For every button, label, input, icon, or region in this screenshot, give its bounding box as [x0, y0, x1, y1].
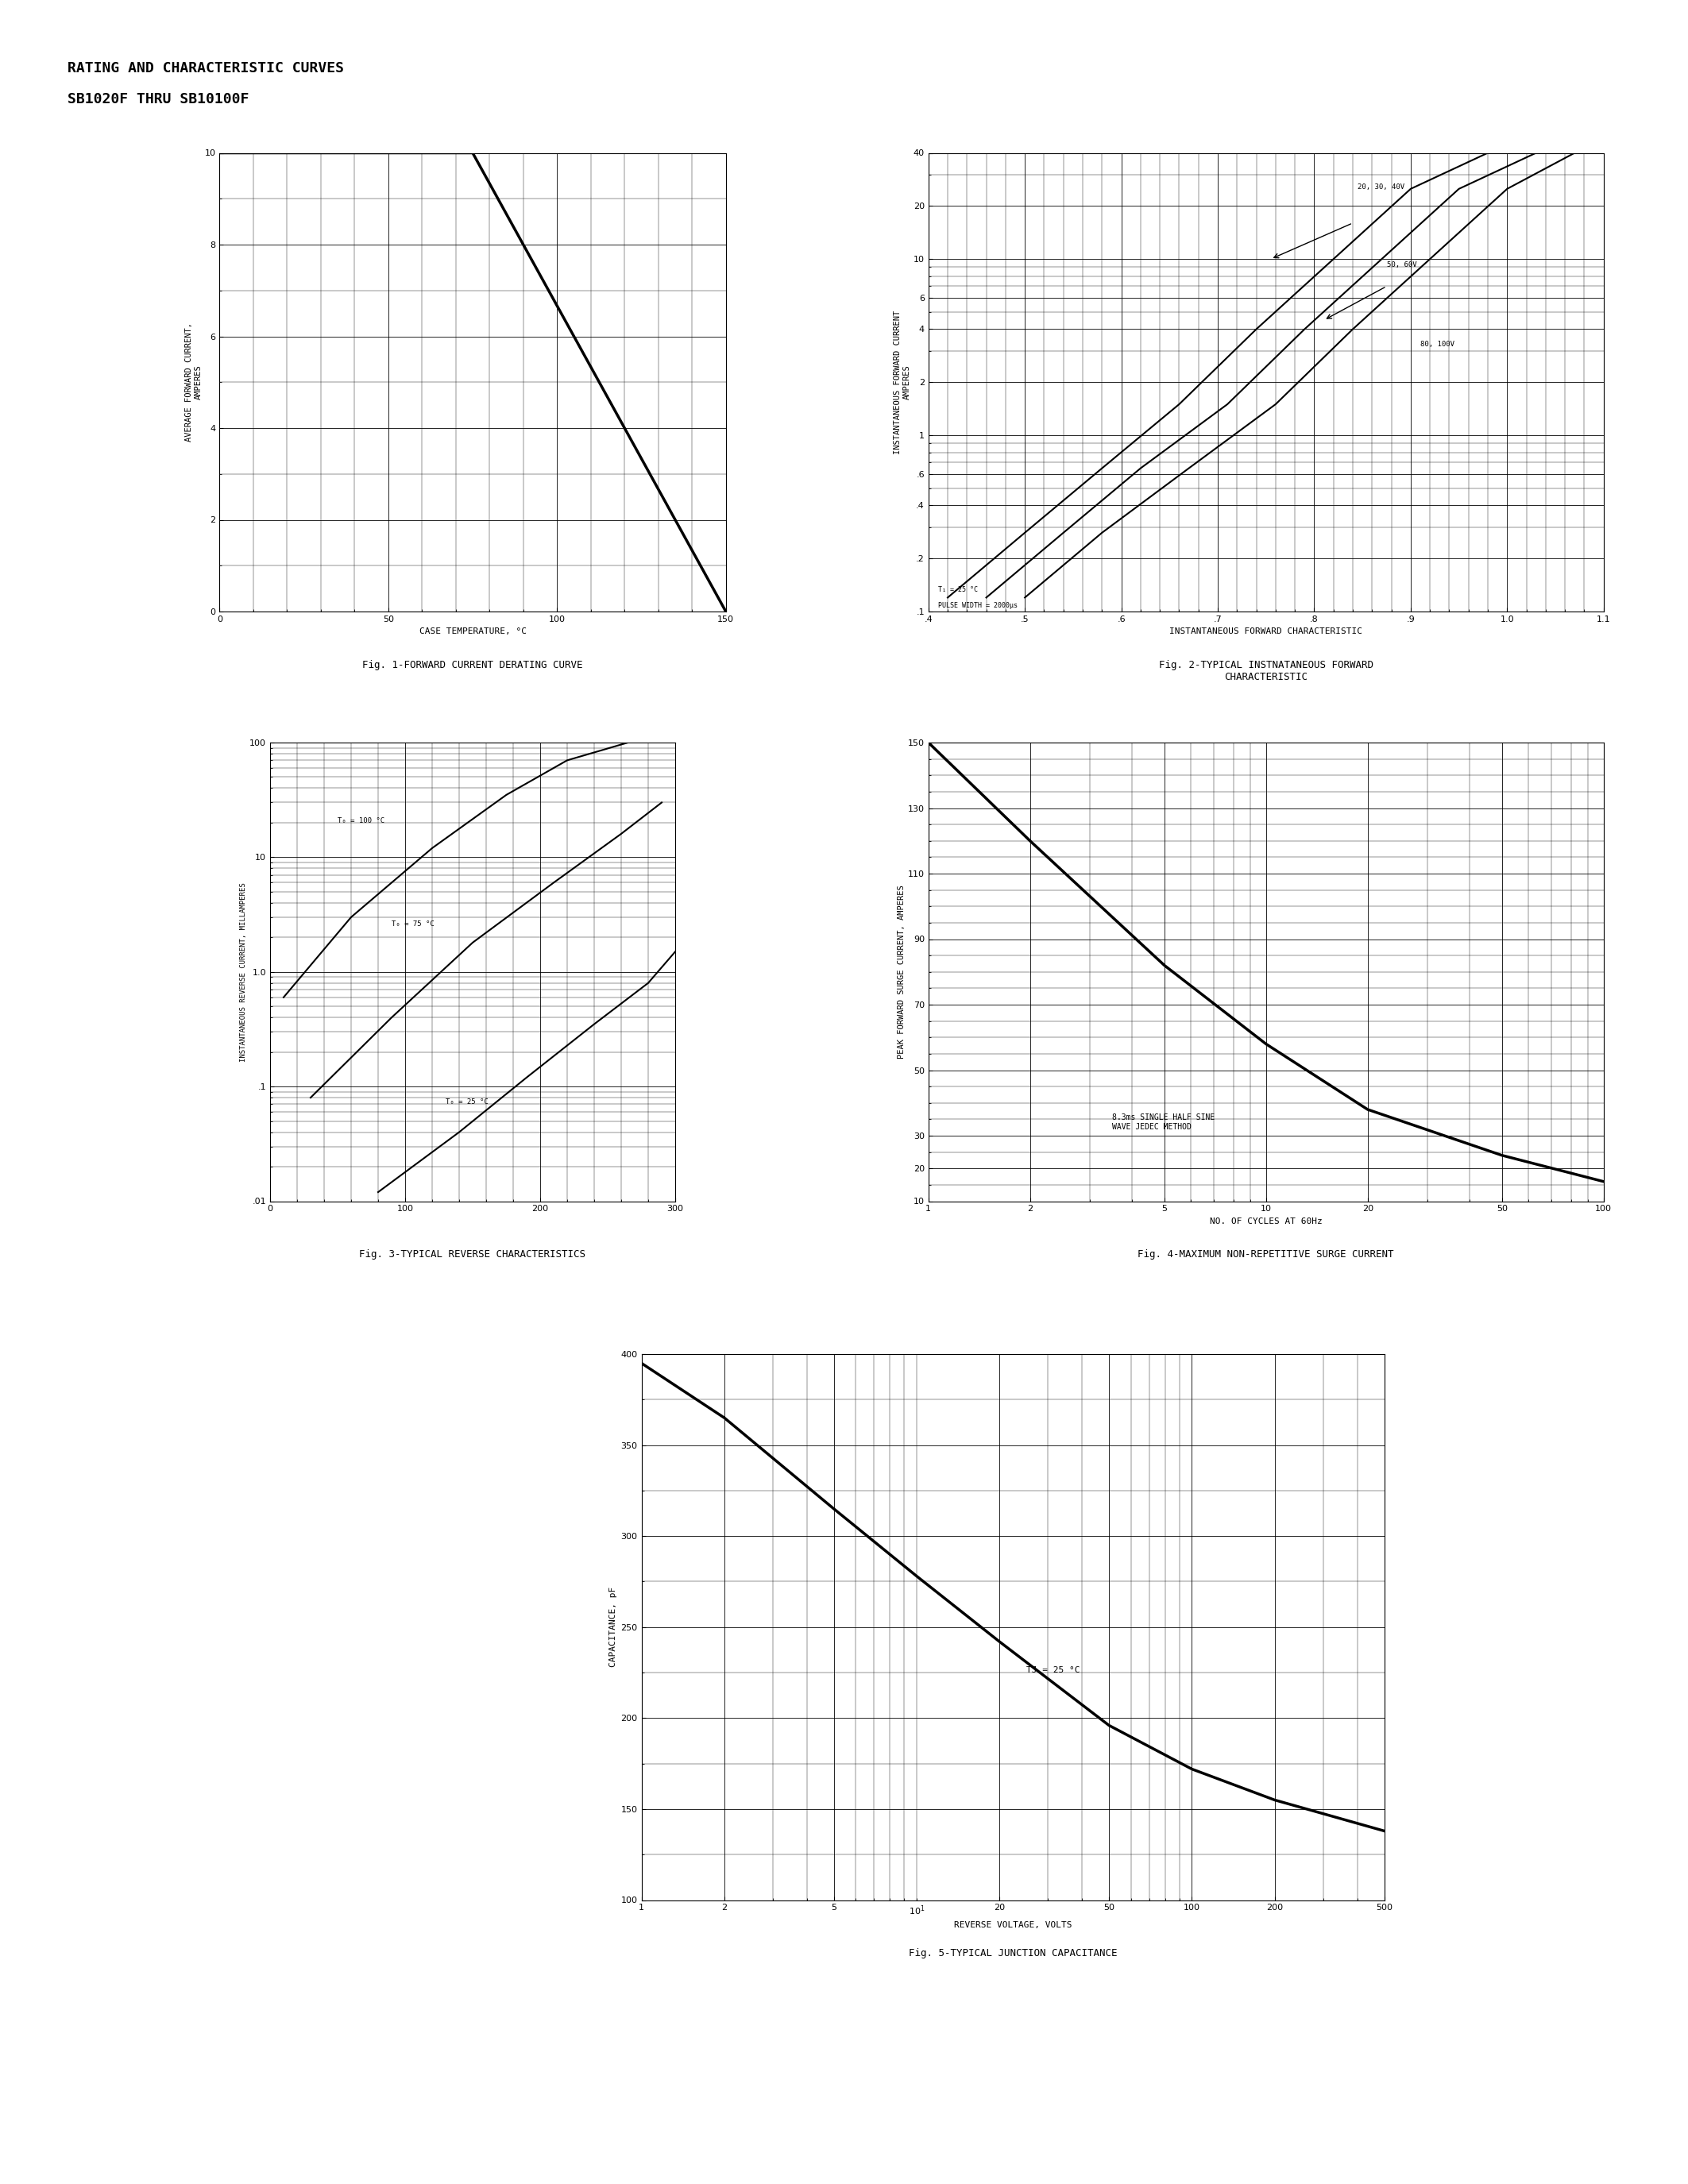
X-axis label: NO. OF CYCLES AT 60Hz: NO. OF CYCLES AT 60Hz	[1210, 1216, 1322, 1225]
Text: TJ = 25 °C: TJ = 25 °C	[1026, 1666, 1080, 1675]
Text: T₀ = 100 °C: T₀ = 100 °C	[338, 817, 385, 823]
X-axis label: REVERSE VOLTAGE, VOLTS: REVERSE VOLTAGE, VOLTS	[954, 1922, 1072, 1928]
Y-axis label: PEAK FORWARD SURGE CURRENT, AMPERES: PEAK FORWARD SURGE CURRENT, AMPERES	[898, 885, 906, 1059]
Text: T₁ = 25 °C: T₁ = 25 °C	[939, 585, 977, 594]
Text: PULSE WIDTH = 2000μs: PULSE WIDTH = 2000μs	[939, 603, 1018, 609]
Text: 80, 100V: 80, 100V	[1420, 341, 1455, 347]
Y-axis label: INSTANTANEOUS REVERSE CURRENT, MILLAMPERES: INSTANTANEOUS REVERSE CURRENT, MILLAMPER…	[240, 882, 248, 1061]
Y-axis label: INSTANTANEOUS FORWARD CURRENT
AMPERES: INSTANTANEOUS FORWARD CURRENT AMPERES	[895, 310, 912, 454]
Text: Fig. 1-FORWARD CURRENT DERATING CURVE: Fig. 1-FORWARD CURRENT DERATING CURVE	[363, 660, 582, 670]
Text: T₀ = 75 °C: T₀ = 75 °C	[392, 922, 434, 928]
Text: T₀ = 25 °C: T₀ = 25 °C	[446, 1099, 488, 1105]
X-axis label: CASE TEMPERATURE, °C: CASE TEMPERATURE, °C	[419, 627, 527, 636]
Text: 20, 30, 40V: 20, 30, 40V	[1357, 183, 1404, 190]
Text: 50, 60V: 50, 60V	[1386, 262, 1416, 269]
Y-axis label: AVERAGE FORWARD CURRENT,
AMPERES: AVERAGE FORWARD CURRENT, AMPERES	[186, 323, 203, 441]
Y-axis label: CAPACITANCE, pF: CAPACITANCE, pF	[609, 1588, 618, 1666]
Text: Fig. 3-TYPICAL REVERSE CHARACTERISTICS: Fig. 3-TYPICAL REVERSE CHARACTERISTICS	[360, 1249, 586, 1260]
Text: Fig. 5-TYPICAL JUNCTION CAPACITANCE: Fig. 5-TYPICAL JUNCTION CAPACITANCE	[908, 1948, 1117, 1959]
Text: RATING AND CHARACTERISTIC CURVES: RATING AND CHARACTERISTIC CURVES	[68, 61, 344, 76]
Text: SB1020F THRU SB10100F: SB1020F THRU SB10100F	[68, 92, 248, 107]
Text: 8.3ms SINGLE HALF SINE
WAVE JEDEC METHOD: 8.3ms SINGLE HALF SINE WAVE JEDEC METHOD	[1112, 1114, 1215, 1131]
Text: Fig. 4-MAXIMUM NON-REPETITIVE SURGE CURRENT: Fig. 4-MAXIMUM NON-REPETITIVE SURGE CURR…	[1138, 1249, 1394, 1260]
Text: Fig. 2-TYPICAL INSTNATANEOUS FORWARD
CHARACTERISTIC: Fig. 2-TYPICAL INSTNATANEOUS FORWARD CHA…	[1158, 660, 1374, 681]
X-axis label: INSTANTANEOUS FORWARD CHARACTERISTIC: INSTANTANEOUS FORWARD CHARACTERISTIC	[1170, 627, 1362, 636]
